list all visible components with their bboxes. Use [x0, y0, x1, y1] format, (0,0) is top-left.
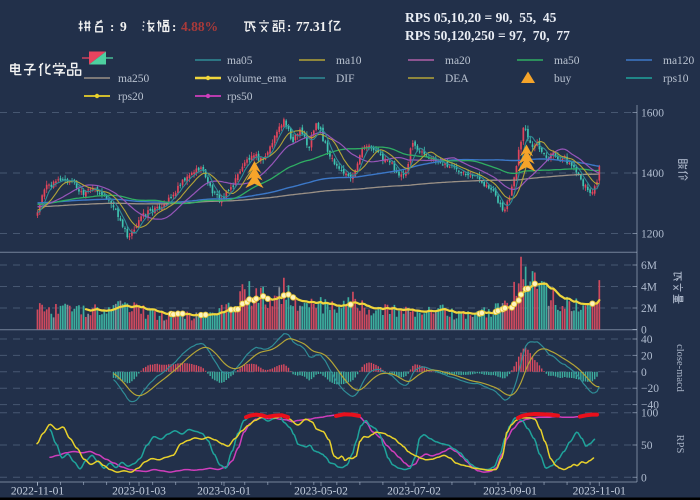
svg-text:1600: 1600	[641, 108, 664, 120]
svg-text::: :	[172, 19, 176, 34]
svg-text:2023-01-03: 2023-01-03	[112, 486, 166, 498]
svg-text:0: 0	[641, 472, 647, 484]
svg-text:ma10: ma10	[336, 55, 362, 67]
svg-text:50: 50	[641, 440, 653, 452]
svg-text:RPS: RPS	[674, 435, 685, 454]
svg-text:100: 100	[641, 408, 659, 420]
svg-text:buy: buy	[554, 73, 572, 85]
svg-text:ma250: ma250	[118, 73, 150, 85]
svg-text:9: 9	[120, 19, 127, 34]
svg-text:1400: 1400	[641, 168, 664, 180]
svg-text:2023-07-02: 2023-07-02	[387, 486, 441, 498]
svg-text:4M: 4M	[641, 282, 657, 294]
svg-text:ma05: ma05	[227, 55, 253, 67]
svg-text:2023-09-01: 2023-09-01	[483, 486, 537, 498]
svg-text:DEA: DEA	[445, 73, 469, 85]
svg-text::: :	[110, 19, 114, 34]
svg-text:2022-11-01: 2022-11-01	[11, 486, 64, 498]
svg-text:rps50: rps50	[227, 91, 253, 103]
svg-text:40: 40	[641, 334, 653, 346]
svg-text::: :	[287, 19, 291, 34]
svg-text:6M: 6M	[641, 260, 657, 272]
svg-text:1200: 1200	[641, 229, 664, 241]
svg-text:RPS 05,10,20 = 90, 55, 45: RPS 05,10,20 = 90, 55, 45	[405, 10, 557, 25]
svg-text:0: 0	[641, 367, 647, 379]
svg-text:−20: −20	[641, 383, 659, 395]
svg-text:ma50: ma50	[554, 55, 580, 67]
svg-text:4.88%: 4.88%	[181, 19, 218, 34]
svg-text:20: 20	[641, 350, 653, 362]
svg-text:rps20: rps20	[118, 91, 144, 103]
svg-text:0: 0	[641, 325, 647, 337]
svg-text:2023-11-01: 2023-11-01	[573, 486, 626, 498]
svg-text:volume_ema: volume_ema	[227, 73, 286, 85]
svg-text:2023-03-01: 2023-03-01	[197, 486, 251, 498]
svg-text:ma20: ma20	[445, 55, 471, 67]
svg-text:DIF: DIF	[336, 73, 355, 85]
svg-text:2M: 2M	[641, 303, 657, 315]
svg-text:close-macd: close-macd	[674, 344, 685, 393]
svg-text:2023-05-02: 2023-05-02	[294, 486, 348, 498]
svg-text:−40: −40	[641, 400, 659, 412]
svg-text:77.31: 77.31	[296, 19, 327, 34]
svg-text:rps10: rps10	[663, 73, 689, 85]
svg-text:RPS 50,120,250 = 97, 70, 77: RPS 50,120,250 = 97, 70, 77	[405, 28, 570, 43]
svg-text:ma120: ma120	[663, 55, 695, 67]
